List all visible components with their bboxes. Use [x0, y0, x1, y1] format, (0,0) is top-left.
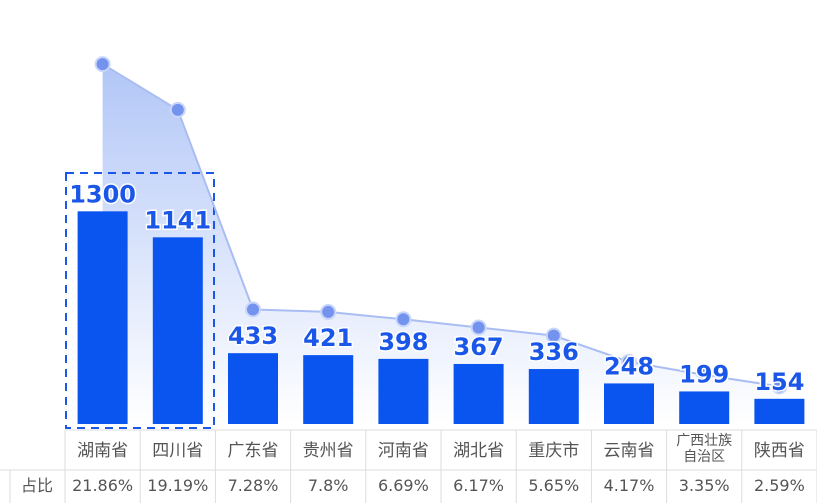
bar-value-label: 1300	[69, 180, 136, 208]
line-point	[470, 319, 487, 336]
line-point	[696, 366, 713, 383]
bar	[754, 398, 805, 424]
x-tick-label: 湖南省	[77, 441, 128, 461]
bar-value-label: 336	[529, 338, 579, 366]
line-point	[771, 378, 788, 395]
bar	[679, 391, 730, 424]
table-row-label: 占比	[21, 476, 53, 495]
line-point	[395, 311, 412, 328]
bar	[303, 355, 354, 424]
share-cell: 6.69%	[378, 476, 429, 495]
area	[102, 64, 780, 424]
share-cell: 19.19%	[147, 476, 208, 495]
bar-value-label: 1141	[144, 206, 211, 234]
bar-value-label: 154	[754, 368, 804, 396]
x-tick-label: 河南省	[378, 441, 429, 461]
line-point	[245, 301, 261, 318]
line-point	[545, 327, 562, 344]
bar-value-label: 367	[454, 333, 504, 361]
bar-value-label: 199	[679, 360, 729, 388]
x-tick-label: 陕西省	[754, 441, 805, 461]
x-tick-label: 广西壮族自治区	[676, 433, 732, 465]
bar	[604, 383, 654, 424]
x-tick-label: 贵州省	[303, 441, 354, 461]
x-tick-label: 四川省	[152, 441, 203, 461]
line-point	[320, 303, 337, 320]
x-tick-label: 云南省	[604, 441, 655, 461]
share-cell: 2.59%	[754, 476, 805, 495]
bar-value-label: 421	[303, 324, 353, 352]
share-cell: 5.65%	[528, 476, 579, 495]
bar	[378, 358, 429, 424]
highlight-box	[65, 172, 215, 429]
bar-value-label: 433	[228, 322, 278, 350]
bar	[77, 211, 128, 424]
bar-value-label: 398	[378, 328, 428, 356]
share-cell: 7.8%	[308, 476, 349, 495]
share-cell: 3.35%	[679, 476, 730, 495]
x-tick-label: 重庆市	[528, 441, 579, 461]
share-cell: 21.86%	[72, 476, 133, 495]
line-point	[621, 353, 637, 370]
bar-value-label: 248	[604, 352, 654, 380]
line	[102, 63, 780, 388]
bar	[228, 353, 278, 424]
x-tick-label: 广东省	[228, 441, 279, 461]
x-tick-label: 湖北省	[453, 441, 504, 461]
bar	[152, 237, 203, 424]
share-cell: 7.28%	[228, 476, 279, 495]
bar	[528, 369, 579, 424]
line-point	[169, 101, 186, 118]
bar	[453, 363, 504, 424]
share-cell: 6.17%	[453, 476, 504, 495]
share-cell: 4.17%	[604, 476, 655, 495]
line-point	[94, 56, 111, 73]
